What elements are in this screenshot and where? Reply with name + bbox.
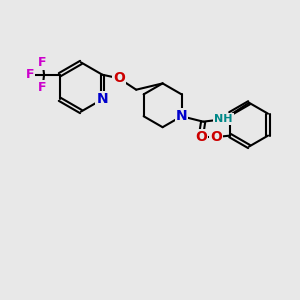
Text: N: N — [97, 92, 108, 106]
Text: O: O — [210, 130, 222, 144]
Text: F: F — [38, 81, 47, 94]
Text: F: F — [38, 56, 47, 69]
Text: NH: NH — [214, 114, 233, 124]
Text: N: N — [176, 109, 188, 123]
Text: O: O — [113, 71, 125, 85]
Text: F: F — [26, 68, 34, 81]
Text: O: O — [195, 130, 207, 144]
